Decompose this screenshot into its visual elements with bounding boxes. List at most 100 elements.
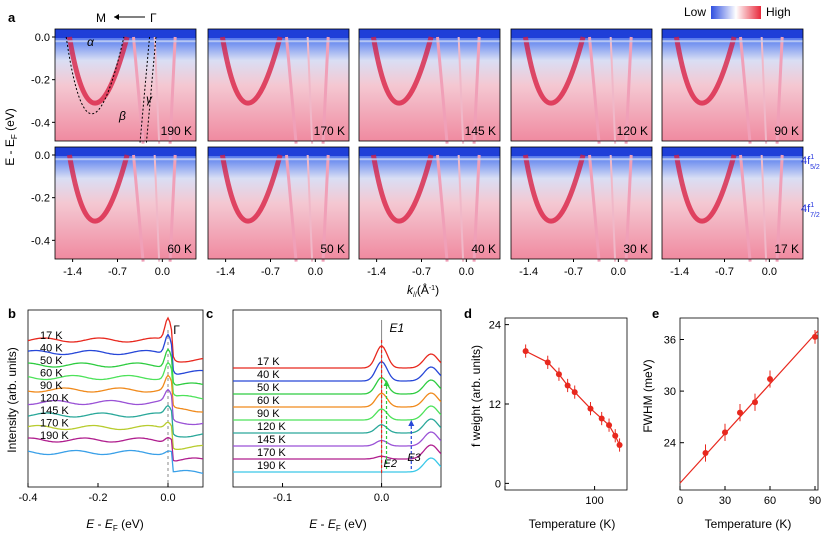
xtick-label: 60 xyxy=(764,495,776,507)
panel-label-d: d xyxy=(464,306,472,321)
arpes-top-band xyxy=(359,147,500,156)
xtick-label: -0.7 xyxy=(715,266,734,278)
edc-curve xyxy=(28,316,203,363)
ytick-label: 24 xyxy=(489,320,501,332)
level-lower-sub: 7/2 xyxy=(810,212,820,219)
right-band xyxy=(775,154,784,262)
band-label-alpha: α xyxy=(87,35,95,49)
gamma-band xyxy=(760,36,768,144)
xtick-label: 30 xyxy=(719,495,731,507)
level-upper-main: 4f xyxy=(801,155,811,167)
panel-a-xlabel: k//(Å-1) xyxy=(407,282,439,299)
gamma-band xyxy=(457,36,465,144)
level-upper-sub: 5/2 xyxy=(810,164,820,171)
edc-curve xyxy=(233,444,441,460)
level-lower-main: 4f xyxy=(801,203,811,215)
temperature-label: 50 K xyxy=(320,242,345,256)
data-point xyxy=(722,429,728,436)
temperature-label: 17 K xyxy=(774,242,799,256)
beta-band xyxy=(285,36,298,144)
panel-a-ylabel-unit: (eV) xyxy=(3,108,17,134)
ytick-label: 12 xyxy=(489,399,501,411)
temperature-label: 40 K xyxy=(471,242,496,256)
xtick-label: 0.0 xyxy=(374,492,389,504)
edc-curve xyxy=(233,418,441,434)
direction-right-label: Γ xyxy=(150,11,157,25)
alpha-band xyxy=(219,36,283,106)
data-point xyxy=(555,371,562,378)
arpes-frame xyxy=(54,28,197,142)
panel-a-xlabel-unit: (Å xyxy=(417,282,429,297)
arpes-frame xyxy=(661,146,804,260)
panel-e-ylabel: FWHM (meV) xyxy=(641,359,655,432)
data-point xyxy=(616,442,623,449)
alpha-band xyxy=(522,36,586,106)
xtick-label: -0.7 xyxy=(261,266,280,278)
temperature-label: 60 K xyxy=(167,242,192,256)
beta-band xyxy=(436,36,449,144)
e3-arrowhead xyxy=(408,420,415,426)
plot-frame xyxy=(679,317,819,491)
xtick-label: -1.4 xyxy=(216,266,235,278)
ytick-label: 0.0 xyxy=(35,150,50,162)
panel-a-ylabel-sub: F xyxy=(10,134,19,139)
beta-guide xyxy=(139,36,151,144)
panel-label-b: b xyxy=(8,306,16,321)
data-point xyxy=(606,422,613,429)
xtick-label: 0.0 xyxy=(762,266,777,278)
ytick-label: 24 xyxy=(664,438,676,450)
edc-curve xyxy=(28,421,203,451)
alpha-band xyxy=(219,154,283,224)
xtick-label: -1.4 xyxy=(367,266,386,278)
panel-a-ylabel-main: E - E xyxy=(3,139,17,166)
panel-a-arpes: 190 K 0.0 -0.2 -0.4 170 K 145 K 120 K 90 K 60 K 0… xyxy=(31,28,804,278)
plot-area xyxy=(233,320,441,487)
xtick-label: -0.4 xyxy=(19,492,38,504)
panel-c-xlabel: E - EF (eV) xyxy=(309,517,367,533)
arpes-top-band xyxy=(55,147,196,156)
level-label-upper: 4f1 5/2 xyxy=(801,154,820,171)
xtick-label: 0.0 xyxy=(160,492,175,504)
colorbar-low-label: Low xyxy=(684,5,706,19)
panel-a-xlabel-exp: -1 xyxy=(429,285,435,292)
temperature-label: 170 K xyxy=(314,124,345,138)
right-band xyxy=(624,154,633,262)
alpha-band xyxy=(673,36,737,106)
xtick-label: 90 xyxy=(809,495,821,507)
xtick-label: 0.0 xyxy=(155,266,170,278)
trend-line xyxy=(525,350,621,446)
beta-band xyxy=(436,154,449,262)
gamma-band xyxy=(306,154,314,262)
temperature-label: 30 K xyxy=(623,242,648,256)
panel-a-xlabel-main: k xyxy=(407,283,414,297)
temperature-label: 90 K xyxy=(774,124,799,138)
panel-label-a: a xyxy=(8,10,16,25)
arpes-frame xyxy=(510,28,653,142)
e3-label: E3 xyxy=(407,452,421,464)
xtick-label: -0.7 xyxy=(412,266,431,278)
panel-b-xlabel: E - EF (eV) xyxy=(86,517,144,533)
data-point xyxy=(598,415,605,422)
arpes-panel: 30 K -1.4 -0.7 0.0 xyxy=(510,146,653,278)
plot-frame xyxy=(504,317,628,491)
alpha-band xyxy=(66,36,130,106)
alpha-band xyxy=(370,154,434,224)
xtick-label: -1.4 xyxy=(63,266,82,278)
series-label: 170 K xyxy=(40,418,69,430)
series-label: 145 K xyxy=(257,434,286,446)
arpes-frame xyxy=(661,28,804,142)
edc-curve xyxy=(28,404,203,438)
gamma-annotation: Γ xyxy=(173,323,180,337)
series-label: 120 K xyxy=(40,393,69,405)
panel-d: 0 12 24 100 xyxy=(489,317,628,507)
panel-a-xlabel-close: ) xyxy=(435,283,439,297)
series-label: 17 K xyxy=(257,356,280,368)
level-lower-sup: 1 xyxy=(810,202,814,209)
series-label: 190 K xyxy=(40,430,69,442)
series-label: 40 K xyxy=(40,343,63,355)
arpes-panel: 90 K xyxy=(661,28,804,144)
edc-curve xyxy=(28,333,203,375)
series-label: 190 K xyxy=(257,460,286,472)
